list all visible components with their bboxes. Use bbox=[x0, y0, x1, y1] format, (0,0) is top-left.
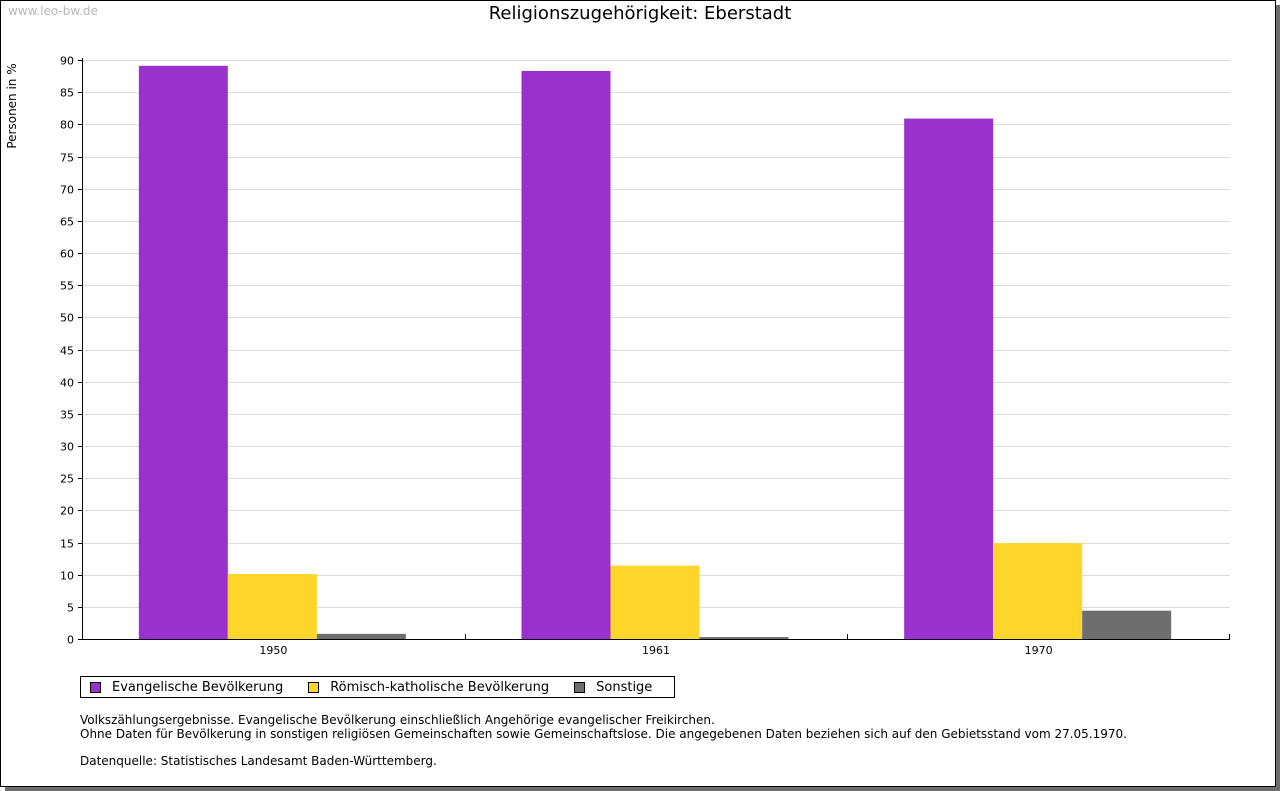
y-tick-label: 5 bbox=[67, 602, 74, 615]
legend-swatch bbox=[308, 681, 320, 693]
legend-swatch bbox=[574, 681, 586, 693]
bar-sonstige-1950 bbox=[316, 633, 406, 639]
y-tick-label: 70 bbox=[60, 184, 74, 197]
bar-sonstige-1961 bbox=[699, 637, 789, 639]
legend-swatch bbox=[90, 681, 101, 693]
x-tick-label: 1970 bbox=[1025, 644, 1053, 657]
y-tick-label: 65 bbox=[60, 216, 74, 229]
y-tick-label: 80 bbox=[60, 119, 74, 132]
y-tick-label: 60 bbox=[60, 248, 74, 261]
y-tick-label: 0 bbox=[67, 634, 74, 647]
bar-evangelische-bev-lkerung-1961 bbox=[521, 70, 611, 640]
legend-item-sonstige: Sonstige bbox=[574, 680, 652, 695]
y-tick-label: 85 bbox=[60, 87, 74, 100]
data-source: Datenquelle: Statistisches Landesamt Bad… bbox=[80, 754, 437, 768]
legend-label: Römisch-katholische Bevölkerung bbox=[330, 679, 550, 695]
legend-item-katholisch: Römisch-katholische Bevölkerung bbox=[308, 680, 549, 695]
y-tick-label: 40 bbox=[60, 377, 74, 390]
bar-r-misch-katholische-bev-lkerung-1970 bbox=[993, 543, 1083, 639]
bar-sonstige-1970 bbox=[1082, 610, 1172, 639]
y-tick-label: 35 bbox=[60, 409, 74, 422]
watermark: www.leo-bw.de bbox=[8, 4, 98, 18]
legend-item-evangelisch: Evangelische Bevölkerung bbox=[90, 680, 283, 695]
y-tick-label: 30 bbox=[60, 441, 74, 454]
x-tick-label: 1961 bbox=[642, 644, 670, 657]
y-tick-label: 90 bbox=[60, 55, 74, 68]
legend-label: Evangelische Bevölkerung bbox=[112, 679, 284, 695]
bar-r-misch-katholische-bev-lkerung-1961 bbox=[610, 565, 700, 639]
bar-chart: 0 5 10 15 20 25 30 35 40 45 50 55 60 65 70 75 80 85 90 1950… bbox=[60, 55, 1230, 657]
footnote-line: Volkszählungsergebnisse. Evangelische Be… bbox=[80, 713, 715, 727]
y-tick-label: 10 bbox=[60, 570, 74, 583]
y-tick-label: 45 bbox=[60, 345, 74, 358]
y-tick-label: 75 bbox=[60, 152, 74, 165]
bar-evangelische-bev-lkerung-1970 bbox=[904, 118, 994, 639]
footnote-line: Ohne Daten für Bevölkerung in sonstigen … bbox=[80, 727, 1127, 741]
y-tick-label: 50 bbox=[60, 312, 74, 325]
y-tick-label: 25 bbox=[60, 473, 74, 486]
y-tick-label: 55 bbox=[60, 280, 74, 293]
legend-label: Sonstige bbox=[596, 679, 653, 695]
chart-title: Religionszugehörigkeit: Eberstadt bbox=[488, 3, 792, 24]
y-tick-label: 15 bbox=[60, 538, 74, 551]
footnotes: Volkszählungsergebnisse. Evangelische Be… bbox=[80, 713, 1127, 768]
x-tick-label: 1950 bbox=[259, 644, 287, 657]
y-tick-label: 20 bbox=[60, 505, 74, 518]
legend: Evangelische Bevölkerung Römisch-katholi… bbox=[80, 676, 675, 698]
bar-evangelische-bev-lkerung-1950 bbox=[138, 65, 228, 640]
bar-r-misch-katholische-bev-lkerung-1950 bbox=[227, 574, 317, 639]
